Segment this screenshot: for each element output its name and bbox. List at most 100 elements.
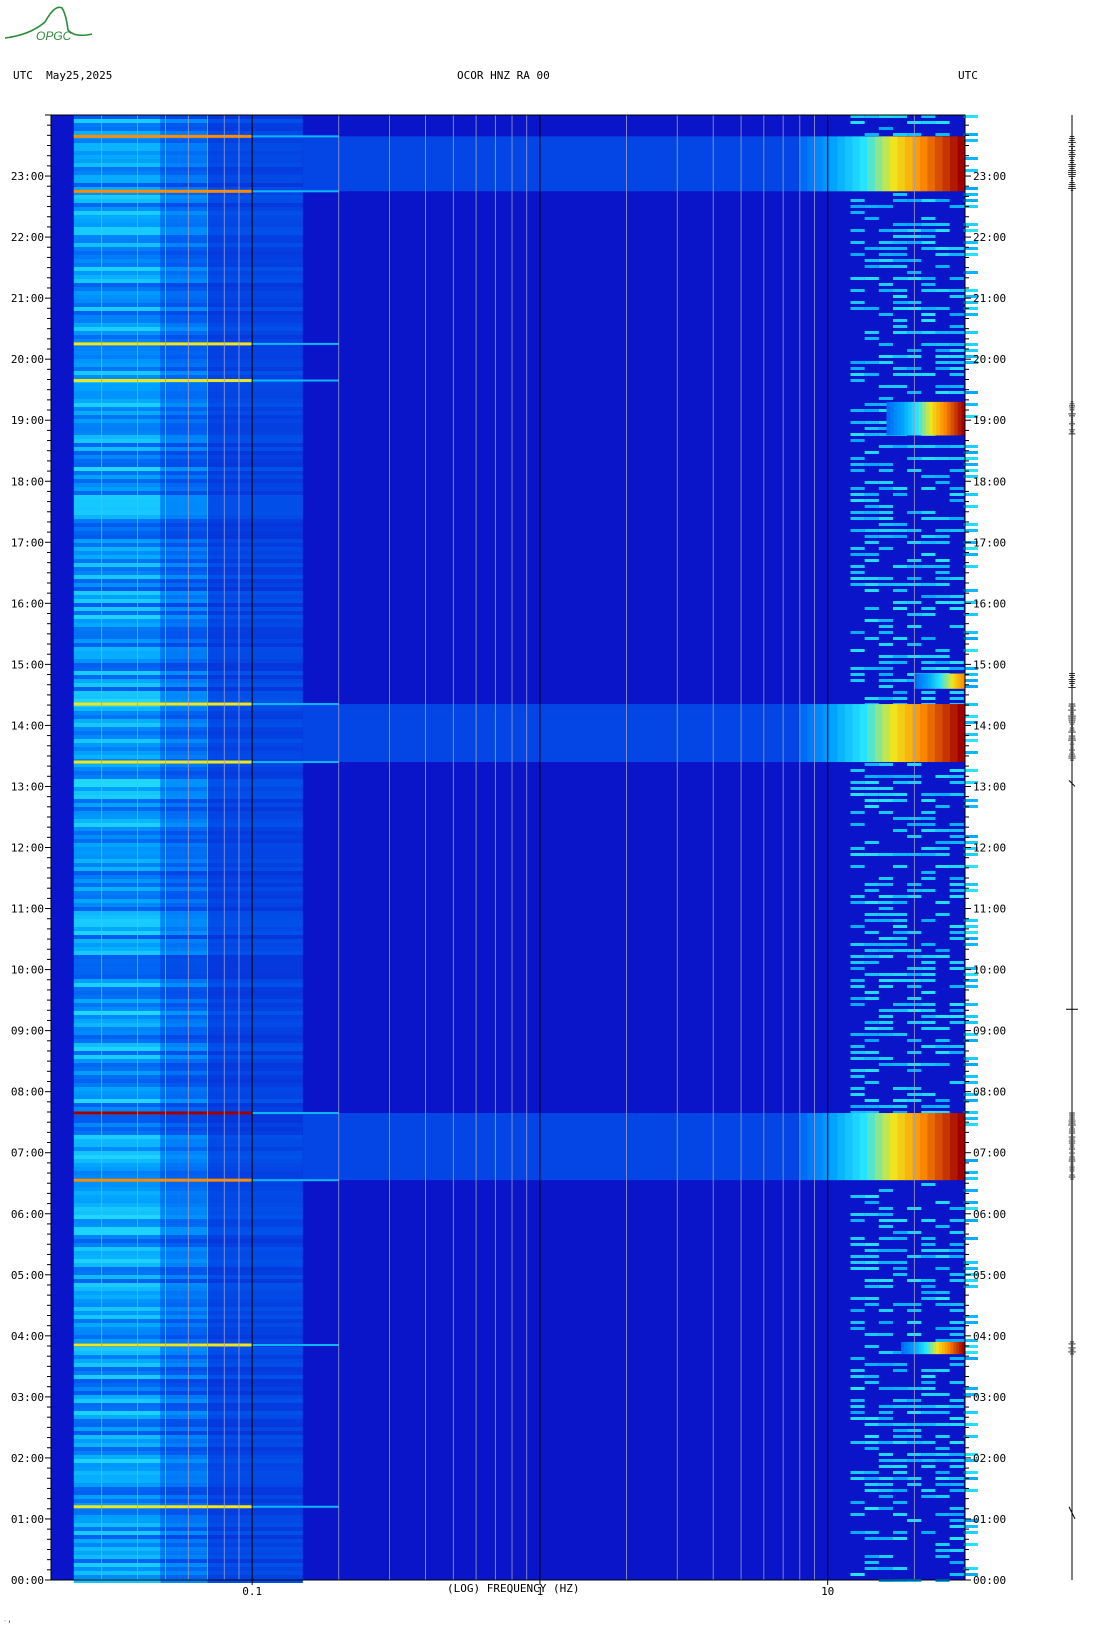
hf-speckle [963, 157, 978, 160]
hf-speckle [949, 1081, 964, 1084]
lowfreq-cell [207, 131, 303, 135]
lowfreq-cell [73, 1307, 161, 1311]
hf-speckle [850, 1309, 865, 1312]
lowfreq-cell [73, 463, 161, 467]
hf-speckle [878, 1567, 893, 1570]
hf-speckle [921, 1423, 936, 1426]
lowfreq-cell [160, 1355, 208, 1359]
lowfreq-cell [160, 871, 208, 875]
event-cell [901, 1341, 905, 1355]
logo-text: OPGC [36, 29, 72, 43]
hf-speckle [878, 1015, 893, 1018]
event-cell [923, 673, 927, 689]
lowfreq-cell [73, 1315, 161, 1319]
lowfreq-cell [73, 1439, 161, 1443]
hf-speckle [892, 367, 908, 370]
hf-speckle [892, 1363, 908, 1366]
lowfreq-cell [160, 767, 208, 771]
event-cell [941, 673, 945, 689]
lowfreq-cell [207, 611, 303, 615]
hf-speckle [921, 691, 936, 694]
event-cell [904, 401, 909, 436]
lowfreq-cell [160, 247, 208, 251]
hf-speckle [949, 883, 964, 886]
lowfreq-cell [207, 1419, 303, 1423]
hf-speckle [864, 451, 879, 454]
lowfreq-cell [73, 1279, 161, 1283]
lowfreq-cell [73, 199, 161, 203]
hf-speckle [963, 403, 978, 406]
lowfreq-cell [160, 839, 208, 843]
hf-speckle [864, 763, 879, 766]
hf-speckle [963, 679, 978, 682]
event-cell [904, 1113, 913, 1181]
lowfreq-cell [160, 651, 208, 655]
lowfreq-cell [160, 627, 208, 631]
lowfreq-cell [207, 863, 303, 867]
hf-speckle [850, 379, 865, 382]
lowfreq-cell [160, 727, 208, 731]
hf-speckle [850, 1195, 865, 1198]
lowfreq-cell [160, 1387, 208, 1391]
lowfreq-cell [73, 1131, 161, 1135]
lowfreq-cell [73, 571, 161, 575]
hf-speckle [935, 1027, 950, 1030]
hf-speckle [878, 361, 893, 364]
lowfreq-cell [160, 1055, 208, 1059]
lowfreq-cell [207, 903, 303, 907]
hf-speckle [921, 517, 936, 520]
hf-speckle [892, 565, 908, 568]
lowfreq-cell [160, 739, 208, 743]
event-cell [927, 704, 936, 763]
lowfreq-cell [73, 1523, 161, 1527]
hf-speckle [864, 553, 879, 556]
hf-speckle [850, 1057, 865, 1060]
hf-speckle [878, 901, 893, 904]
hf-speckle [949, 793, 964, 796]
event-cell [822, 704, 831, 763]
hf-speckle [963, 1567, 978, 1570]
lowfreq-cell [73, 179, 161, 183]
lowfreq-cell [160, 1331, 208, 1335]
lowfreq-cell [207, 1519, 303, 1523]
lowfreq-cell [160, 1015, 208, 1019]
hf-speckle [921, 1009, 936, 1012]
hf-speckle [921, 1093, 936, 1096]
lowfreq-cell [207, 1323, 303, 1327]
hf-speckle [864, 961, 879, 964]
hf-speckle [963, 739, 978, 742]
lowfreq-cell [207, 1423, 303, 1427]
hf-speckle [878, 667, 893, 670]
hf-speckle [921, 1255, 936, 1258]
lowfreq-cell [160, 631, 208, 635]
hf-speckle [892, 241, 908, 244]
lowfreq-cell [73, 1547, 161, 1551]
lowfreq-cell [73, 1571, 161, 1575]
lowfreq-cell [160, 215, 208, 219]
hf-speckle [935, 475, 950, 478]
hf-speckle [949, 895, 964, 898]
lowfreq-cell [73, 187, 161, 191]
event-cell [921, 673, 925, 689]
hf-speckle [963, 451, 978, 454]
lowfreq-cell [207, 1575, 303, 1579]
lowfreq-cell [73, 1223, 161, 1227]
lowfreq-cell [160, 895, 208, 899]
hf-speckle [878, 1279, 893, 1282]
lowfreq-cell [207, 483, 303, 487]
lowfreq-cell [160, 327, 208, 331]
lowfreq-cell [207, 899, 303, 903]
y-tick-label: 22:00 [11, 231, 44, 244]
hf-speckle [850, 781, 865, 784]
y-tick-label: 02:00 [11, 1452, 44, 1465]
lowfreq-cell [160, 219, 208, 223]
hf-speckle [963, 1459, 978, 1462]
lowfreq-cell [207, 879, 303, 883]
hf-speckle [963, 253, 978, 256]
lowfreq-cell [73, 1551, 161, 1555]
hf-speckle [850, 967, 865, 970]
hf-speckle [850, 1267, 865, 1270]
event-cell [814, 136, 823, 192]
lowfreq-cell [73, 1027, 161, 1031]
y-tick-label: 16:00 [11, 597, 44, 610]
